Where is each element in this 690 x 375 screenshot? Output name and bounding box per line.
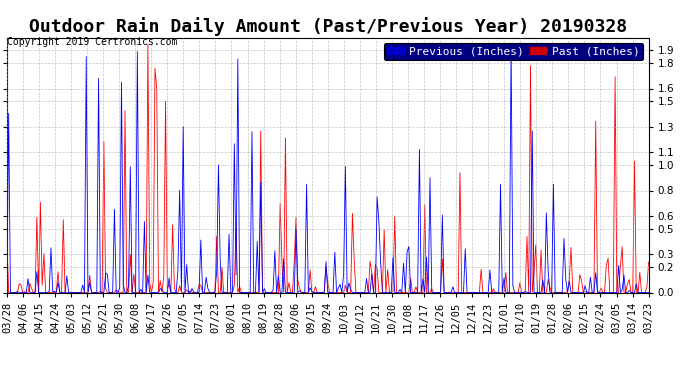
Legend: Previous (Inches), Past (Inches): Previous (Inches), Past (Inches) [384, 43, 643, 60]
Title: Outdoor Rain Daily Amount (Past/Previous Year) 20190328: Outdoor Rain Daily Amount (Past/Previous… [29, 17, 627, 36]
Text: Copyright 2019 Certronics.com: Copyright 2019 Certronics.com [7, 37, 177, 47]
